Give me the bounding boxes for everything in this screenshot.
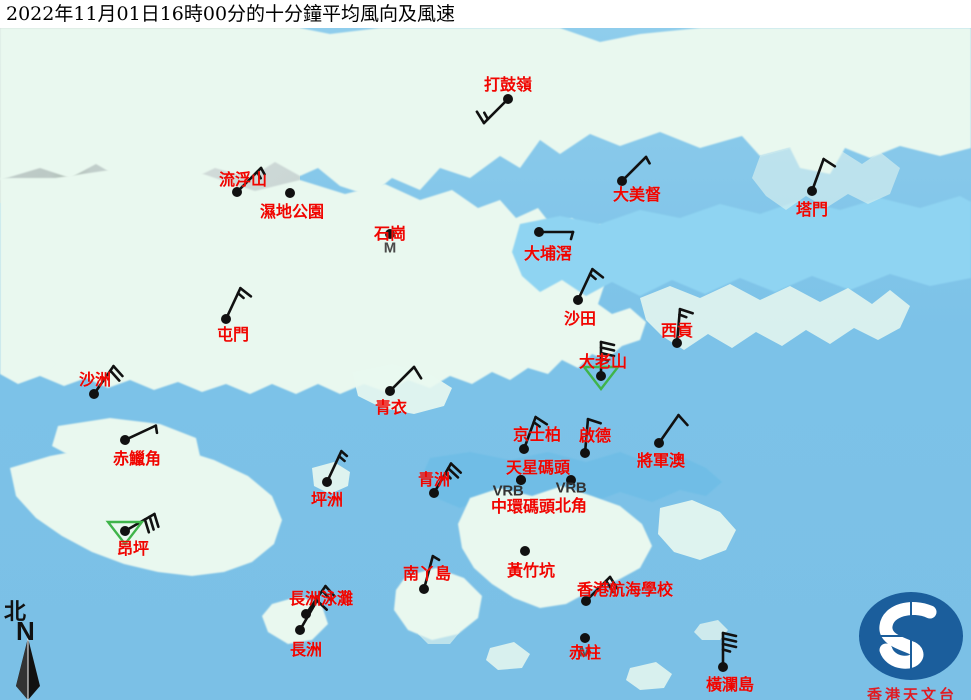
station-label: 大美督 bbox=[612, 185, 662, 204]
wind-barb bbox=[123, 424, 159, 442]
wind-barb bbox=[235, 166, 266, 194]
compass-label-en: N bbox=[16, 616, 35, 646]
station-label: 青洲 bbox=[417, 470, 451, 489]
station-label: 大埔滘 bbox=[523, 244, 573, 263]
station-dot[interactable] bbox=[596, 371, 606, 381]
wind-barb bbox=[224, 286, 253, 321]
station-label: 流浮山 bbox=[218, 170, 268, 189]
station-dot[interactable] bbox=[580, 448, 590, 458]
station-label: 黃竹坑 bbox=[506, 561, 556, 580]
wind-barb-layer bbox=[92, 97, 837, 669]
station-label: 坪洲 bbox=[310, 490, 344, 509]
station-label: 長洲泳灘 bbox=[288, 589, 354, 608]
station-label: 赤鱲角 bbox=[112, 449, 162, 468]
station-dot[interactable] bbox=[419, 584, 429, 594]
station-label: 將軍澳 bbox=[636, 451, 686, 470]
station-dot[interactable] bbox=[520, 546, 530, 556]
station-dot[interactable] bbox=[232, 187, 242, 197]
wind-barb bbox=[810, 157, 837, 193]
station-label: 赤柱 bbox=[568, 643, 602, 662]
station-label: 石崗 bbox=[373, 224, 407, 243]
station-label: 橫瀾島 bbox=[705, 675, 755, 694]
station-label: 西貢 bbox=[660, 321, 694, 340]
station-label: 塔門 bbox=[795, 200, 829, 219]
station-dot[interactable] bbox=[534, 227, 544, 237]
wind-barb bbox=[583, 417, 602, 455]
station-dot[interactable] bbox=[285, 188, 295, 198]
wind-barb bbox=[475, 97, 510, 125]
station-label: 大老山 bbox=[578, 352, 628, 371]
compass-rose: 北 N bbox=[2, 594, 58, 700]
station-dot[interactable] bbox=[672, 338, 682, 348]
wind-barb bbox=[721, 631, 738, 669]
wind-barb bbox=[620, 155, 651, 183]
station-dot[interactable] bbox=[301, 609, 311, 619]
coastline-layer bbox=[0, 28, 971, 690]
station-label: 長洲 bbox=[289, 640, 323, 659]
station-dot[interactable] bbox=[429, 488, 439, 498]
station-dot[interactable] bbox=[516, 475, 526, 485]
station-label: 沙洲 bbox=[78, 370, 112, 389]
missing-data-marker: M bbox=[383, 239, 397, 257]
station-dot[interactable] bbox=[503, 94, 513, 104]
station-dot[interactable] bbox=[519, 444, 529, 454]
wind-barb bbox=[422, 554, 441, 591]
station-dot[interactable] bbox=[295, 625, 305, 635]
compass-label-cn: 北 bbox=[4, 599, 27, 625]
wind-barb bbox=[325, 449, 349, 484]
wind-barb bbox=[537, 230, 575, 241]
wind-barb bbox=[675, 307, 694, 345]
page-title: 2022年11月01日16時00分的十分鐘平均風向及風速 bbox=[6, 3, 456, 25]
map-canvas[interactable]: 打鼓嶺 流浮山 濕地公園 石崗 M 大美督 大埔滘 塔門 屯門 沙洲 赤鱲角 沙田 西貢 大老山 青衣 坪洲青… bbox=[0, 28, 971, 700]
wind-barb bbox=[599, 340, 616, 378]
title-bar: 2022年11月01日16時00分的十分鐘平均風向及風速 bbox=[0, 0, 971, 28]
station-label: 天星碼頭 bbox=[505, 458, 571, 477]
station-dot[interactable] bbox=[807, 186, 817, 196]
logo-name-cn: 香港天文台 bbox=[866, 686, 957, 700]
station-dot[interactable] bbox=[322, 477, 332, 487]
station-dot[interactable] bbox=[221, 314, 231, 324]
station-label: 南丫島 bbox=[402, 564, 452, 583]
station-label: 啟德 bbox=[578, 426, 612, 445]
station-label: 屯門 bbox=[216, 325, 250, 344]
wind-barb bbox=[522, 415, 549, 451]
variable-wind-marker: VRB bbox=[555, 479, 587, 497]
station-label: 中環碼頭 bbox=[490, 497, 556, 516]
station-dot[interactable] bbox=[718, 662, 728, 672]
hko-logo-icon bbox=[859, 592, 963, 680]
wind-barb bbox=[388, 365, 423, 393]
station-dot[interactable] bbox=[617, 176, 627, 186]
station-dot[interactable] bbox=[385, 229, 395, 239]
station-dot[interactable] bbox=[385, 386, 395, 396]
strong-wind-triangle-icon bbox=[581, 365, 621, 391]
wind-barb bbox=[657, 413, 689, 445]
station-label: 濕地公園 bbox=[259, 202, 325, 221]
missing-data-marker: M bbox=[578, 643, 592, 661]
wind-barb bbox=[584, 575, 619, 603]
station-label: 打鼓嶺 bbox=[483, 75, 533, 94]
station-label: 香港航海學校 bbox=[576, 580, 674, 599]
station-label: 昂坪 bbox=[116, 539, 150, 558]
station-label: 沙田 bbox=[563, 309, 597, 328]
station-dot[interactable] bbox=[581, 596, 591, 606]
wind-barb bbox=[576, 267, 605, 302]
station-dot[interactable] bbox=[654, 438, 664, 448]
strong-wind-triangle-icon bbox=[105, 520, 145, 546]
station-label: 北角 bbox=[554, 496, 588, 515]
station-label: 京士柏 bbox=[512, 425, 562, 444]
variable-wind-marker: VRB bbox=[492, 482, 524, 500]
station-dot[interactable] bbox=[580, 633, 590, 643]
station-dot[interactable] bbox=[566, 475, 576, 485]
station-label: 青衣 bbox=[374, 398, 408, 417]
north-arrow-icon bbox=[16, 638, 40, 700]
station-dot[interactable] bbox=[120, 526, 130, 536]
station-dot[interactable] bbox=[573, 295, 583, 305]
station-dot[interactable] bbox=[120, 435, 130, 445]
station-dot[interactable] bbox=[89, 389, 99, 399]
hko-logo: 香港天文台 HONG KONG OBSERVATORY bbox=[852, 588, 971, 700]
